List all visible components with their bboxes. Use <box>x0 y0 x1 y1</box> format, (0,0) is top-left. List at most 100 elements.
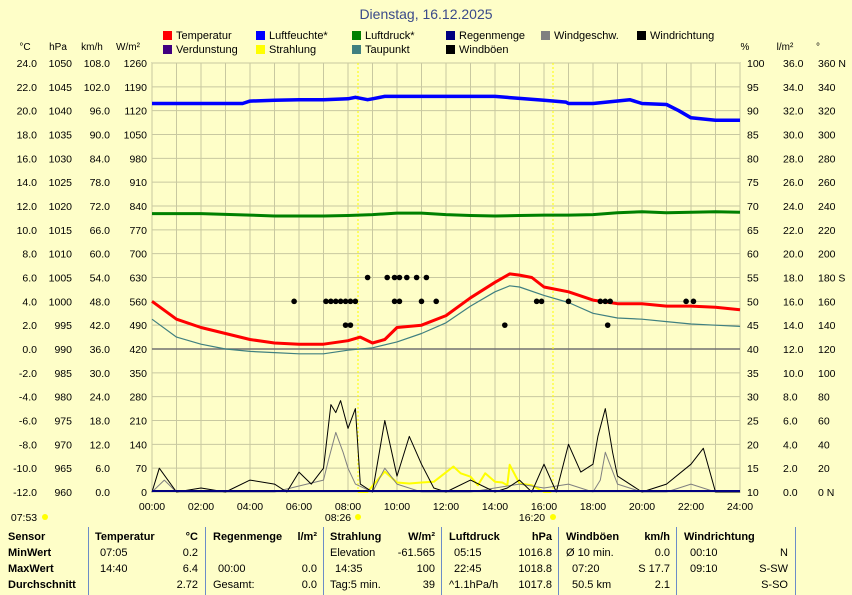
y-tick-label: 30 <box>747 392 759 404</box>
y-tick-label: 1005 <box>49 273 73 285</box>
x-tick-label: 14:00 <box>482 501 508 513</box>
axis-unit-right: % <box>741 42 750 53</box>
y-tick-label: 20 <box>747 439 759 451</box>
wind-direction-point <box>602 298 609 305</box>
wind-direction-point <box>391 298 398 305</box>
y-tick-label: 66.0 <box>90 225 111 237</box>
temp-unit: °C <box>185 531 198 543</box>
y-tick-label: 100 <box>818 368 836 380</box>
series-windben <box>151 400 740 493</box>
rain-total: 0.0 <box>301 579 317 591</box>
wind-direction-point <box>342 322 349 328</box>
y-tick-label: 1015 <box>49 225 73 237</box>
y-tick-label: 0 N <box>818 487 834 499</box>
y-tick-label: 55 <box>747 273 759 285</box>
gust-header: Windböen <box>566 531 620 543</box>
y-tick-label: 96.0 <box>90 106 111 118</box>
axis-unit-left: °C <box>19 42 30 53</box>
wind-direction-point <box>384 274 391 281</box>
weather-chart: °C hPa km/h W/m²% l/m² ° 24.0 22.0 20.0 18.0 16.0 1… <box>11 42 846 524</box>
y-tick-label: 995 <box>54 320 72 332</box>
y-tick-label: 95 <box>747 82 759 94</box>
y-tick-label: 28.0 <box>783 153 804 165</box>
press-min: 1016.8 <box>518 547 552 559</box>
rad-avg: 39 <box>422 579 435 591</box>
chart-title: Dienstag, 16.12.2025 <box>359 6 493 22</box>
y-tick-label: 36.0 <box>783 58 804 70</box>
y-tick-label: 48.0 <box>90 296 111 308</box>
sun-marker-label: 16:20 <box>519 512 545 524</box>
y-tick-label: 1050 <box>49 58 73 70</box>
wind-direction-point <box>423 274 430 281</box>
legend-label: Temperatur <box>176 30 232 42</box>
y-tick-label: -2.0 <box>19 368 37 380</box>
y-tick-label: 160 <box>818 296 836 308</box>
wind-direction-point <box>413 274 420 281</box>
y-tick-label: 1030 <box>49 153 73 165</box>
y-tick-label: 22.0 <box>783 225 804 237</box>
sun-marker-label: 07:53 <box>11 512 37 524</box>
wind-direction-point <box>396 274 403 281</box>
y-tick-label: 22.0 <box>17 82 38 94</box>
series-taupunkt <box>151 285 741 355</box>
temp-header: Temperatur <box>95 531 155 543</box>
dir-max-time: 09:10 <box>690 563 718 575</box>
press-unit: hPa <box>531 531 552 543</box>
y-tick-label: 1260 <box>124 58 148 70</box>
y-tick-label: 90.0 <box>90 130 111 142</box>
y-tick-label: 12.0 <box>783 344 804 356</box>
legend-swatch <box>446 31 455 40</box>
series-luftdruck <box>152 210 741 218</box>
y-tick-label: 75 <box>747 177 759 189</box>
rad-max-time: 14:35 <box>335 563 363 575</box>
y-tick-label: 0.0 <box>95 487 110 499</box>
y-tick-label: 36.0 <box>90 344 111 356</box>
y-tick-label: 15 <box>747 463 759 475</box>
y-tick-label: 6.0 <box>22 273 37 285</box>
legend-item-9: Windböen <box>446 44 509 57</box>
wind-direction-point <box>364 274 371 281</box>
row-sensor: Sensor <box>8 531 46 543</box>
wind-direction-point <box>323 298 329 305</box>
y-tick-label: 10.0 <box>783 368 804 380</box>
y-tick-label: 1035 <box>49 130 73 142</box>
x-tick-label: 00:00 <box>139 501 165 513</box>
y-tick-label: 630 <box>129 273 147 285</box>
y-tick-label: 490 <box>129 320 147 332</box>
y-tick-label: 60 <box>747 249 759 261</box>
y-tick-label: 30.0 <box>90 368 111 380</box>
y-tick-label: -12.0 <box>13 487 37 499</box>
y-tick-label: 70 <box>747 201 759 213</box>
row-avg: Durchschnitt <box>8 579 76 591</box>
legend-item-3: Regenmenge <box>446 30 525 43</box>
y-tick-label: 1020 <box>49 201 73 213</box>
y-tick-label: 220 <box>818 225 836 237</box>
y-tick-label: 2.0 <box>22 320 37 332</box>
wind-direction-point <box>328 298 334 305</box>
legend-item-4: Windgeschw. <box>541 30 619 43</box>
wind-direction-point <box>565 298 572 305</box>
y-tick-label: 360 N <box>818 58 846 70</box>
series-strahlung <box>357 463 552 493</box>
wind-direction-point <box>502 322 508 328</box>
y-tick-label: 210 <box>129 416 147 428</box>
axis-unit-left: W/m² <box>116 42 141 53</box>
y-tick-label: 1045 <box>49 82 73 94</box>
x-tick-label: 20:00 <box>629 501 655 513</box>
y-tick-label: 1025 <box>49 177 73 189</box>
y-tick-label: -10.0 <box>13 463 37 475</box>
gust-unit: km/h <box>644 531 670 543</box>
press-trend: ^1.1hPa/h <box>449 579 499 591</box>
y-tick-label: 60.0 <box>90 249 111 261</box>
y-tick-label: 2.0 <box>783 463 798 475</box>
y-tick-label: 14.0 <box>783 320 804 332</box>
legend-label: Regenmenge <box>459 30 526 42</box>
y-tick-label: 965 <box>54 463 72 475</box>
wind-direction-point <box>391 274 398 281</box>
y-tick-label: 120 <box>818 344 836 356</box>
wind-direction-point <box>347 298 354 305</box>
y-tick-label: 1050 <box>124 130 148 142</box>
y-tick-label: 78.0 <box>90 177 111 189</box>
legend-swatch <box>163 45 172 54</box>
y-tick-label: 0 <box>141 487 147 499</box>
